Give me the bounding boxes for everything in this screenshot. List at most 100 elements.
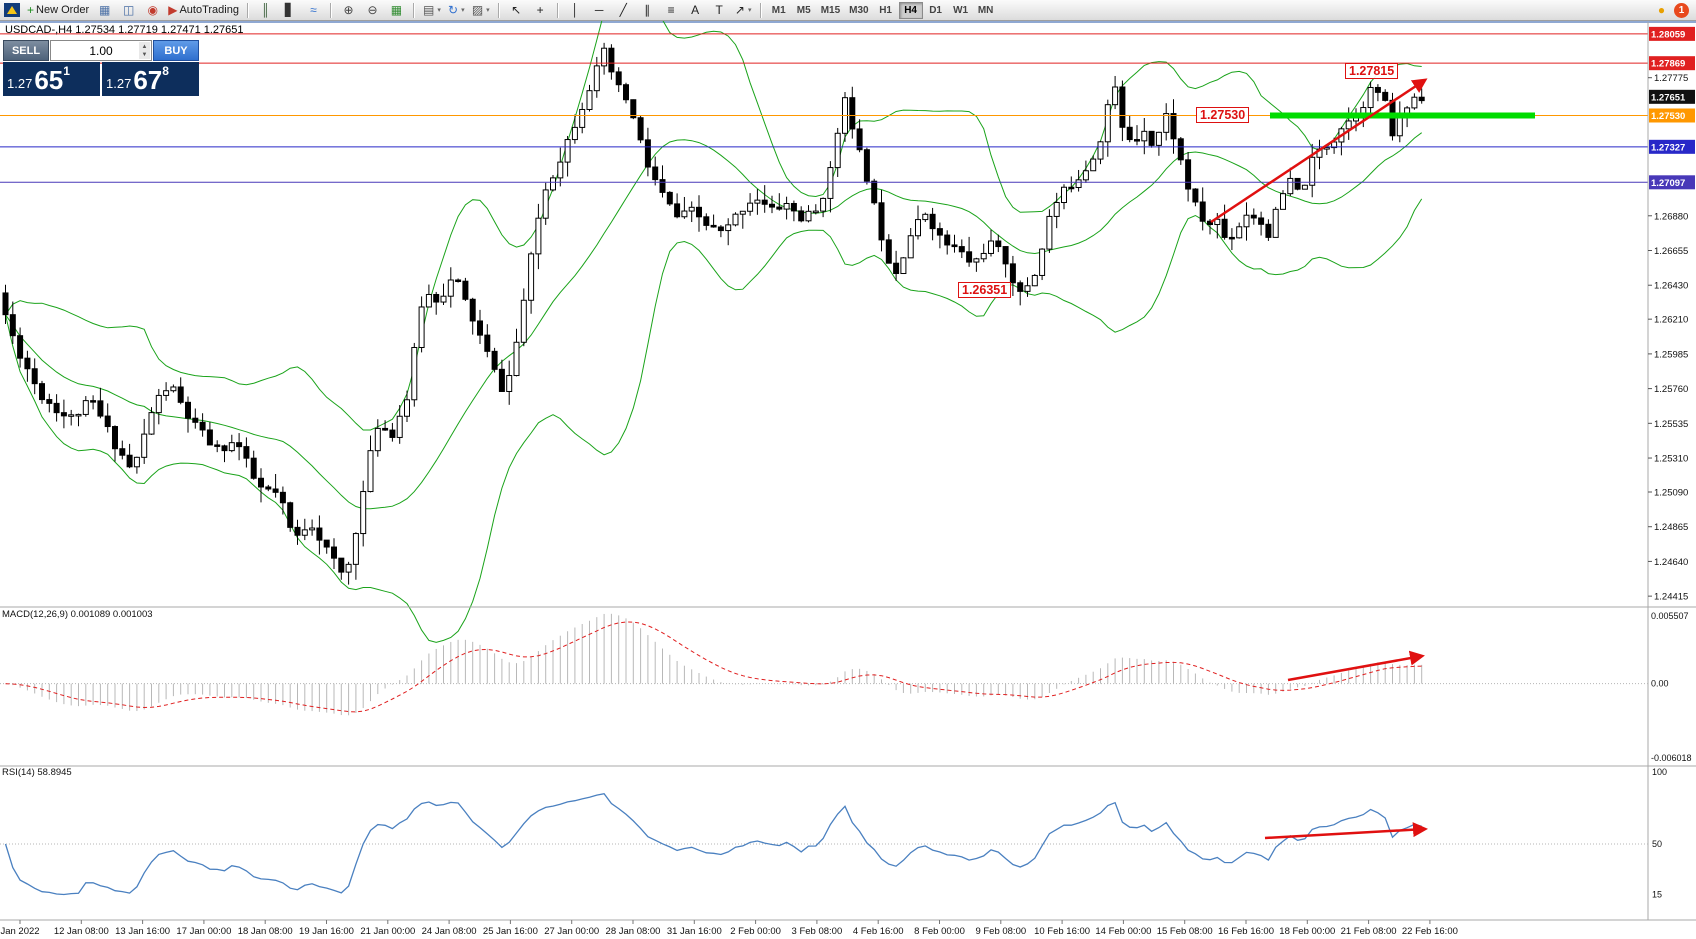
timeframe-m30[interactable]: M30: [845, 2, 872, 19]
svg-text:1.25985: 1.25985: [1654, 349, 1688, 360]
tile-windows-icon[interactable]: ▦: [385, 1, 408, 20]
ask-price-big: 67: [133, 65, 163, 95]
price-annotation-box[interactable]: 1.26351: [958, 282, 1012, 298]
new-chart-icon[interactable]: ▤ ▾: [420, 1, 444, 20]
svg-text:1.25535: 1.25535: [1654, 419, 1688, 430]
market-watch-icon[interactable]: ◫: [117, 1, 140, 20]
timeframe-m5[interactable]: M5: [792, 2, 816, 19]
autotrading-button-glyph: ▶: [168, 3, 178, 17]
bars-chart-icon-glyph: ║: [261, 3, 270, 17]
svg-text:1.26430: 1.26430: [1654, 281, 1688, 292]
timeframe-h1[interactable]: H1: [874, 2, 898, 19]
svg-text:0.00: 0.00: [1651, 679, 1669, 689]
timeframe-h4[interactable]: H4: [898, 1, 923, 19]
svg-text:13 Jan 16:00: 13 Jan 16:00: [115, 926, 170, 937]
spinner-up-icon[interactable]: ▲: [141, 43, 148, 50]
arrows-icon[interactable]: ↗ ▾: [732, 1, 755, 20]
bid-price-small: 1.27: [7, 76, 33, 91]
profiles-icon[interactable]: ↻ ▾: [445, 1, 468, 20]
chevron-down-icon: ▾: [486, 7, 490, 14]
svg-text:1.25310: 1.25310: [1654, 454, 1688, 465]
toolbar-separator: [497, 2, 500, 18]
svg-text:-0.006018: -0.006018: [1651, 753, 1692, 763]
bid-price-big: 65: [34, 65, 64, 95]
chart-windows-icon[interactable]: ▦: [93, 1, 116, 20]
svg-text:1.27775: 1.27775: [1654, 73, 1688, 84]
line-chart-icon[interactable]: ≈: [302, 1, 325, 20]
svg-text:1.27530: 1.27530: [1651, 111, 1685, 122]
toolbar-separator: [246, 2, 249, 18]
new-order-button[interactable]: + New Order: [24, 1, 92, 20]
text-icon[interactable]: A: [684, 1, 707, 20]
fibonacci-icon[interactable]: ≡: [660, 1, 683, 20]
autotrading-button[interactable]: ▶ AutoTrading: [165, 1, 242, 20]
timeframe-m15[interactable]: M15: [817, 2, 844, 19]
crosshair-icon[interactable]: +: [529, 1, 552, 20]
trendline-icon-glyph: ╱: [619, 3, 627, 17]
timeframe-m1[interactable]: M1: [767, 2, 791, 19]
arrows-icon-glyph: ↗: [734, 3, 745, 17]
price-scale[interactable]: 1.27775 1.26880 1.26655 1.26430 1.26210 1.259…: [1648, 26, 1695, 603]
notifications-badge[interactable]: 1: [1674, 2, 1689, 18]
timeframe-w1[interactable]: W1: [949, 2, 973, 19]
tile-windows-icon-glyph: ▦: [390, 3, 403, 17]
spinner-down-icon[interactable]: ▼: [141, 51, 148, 58]
autotrading-button-label: AutoTrading: [179, 4, 239, 16]
svg-text:16 Feb 16:00: 16 Feb 16:00: [1218, 926, 1274, 937]
timeframe-mn[interactable]: MN: [974, 2, 998, 19]
support-resistance-lines[interactable]: [0, 33, 1648, 183]
macd-panel: [0, 613, 1648, 716]
svg-text:9 Feb 08:00: 9 Feb 08:00: [975, 926, 1026, 937]
new-chart-icon-glyph: ▤: [422, 3, 435, 17]
cursor-icon[interactable]: ↖: [505, 1, 528, 20]
candlestick-chart-icon[interactable]: ▋: [278, 1, 301, 20]
templates-icon[interactable]: ▨ ▾: [469, 1, 493, 20]
candlestick-chart-icon-glyph: ▋: [284, 3, 295, 17]
vertical-line-icon[interactable]: │: [564, 1, 587, 20]
chevron-down-icon: ▾: [747, 7, 752, 14]
bid-price[interactable]: 1.27 65 1: [3, 62, 100, 96]
volume-spinner[interactable]: ▲ ▼: [139, 42, 150, 59]
svg-text:14 Feb 00:00: 14 Feb 00:00: [1095, 926, 1151, 937]
chevron-down-icon: ▾: [437, 7, 441, 14]
horizontal-line-icon-glyph: ─: [594, 3, 604, 17]
svg-text:21 Jan 00:00: 21 Jan 00:00: [360, 926, 415, 937]
time-axis[interactable]: Jan 2022 12 Jan 08:00 13 Jan 16:00 17 Jan 0…: [0, 920, 1458, 937]
svg-text:1.27869: 1.27869: [1651, 59, 1685, 70]
buy-button[interactable]: BUY: [153, 40, 199, 61]
toolbar-separator: [556, 2, 559, 18]
price-annotation-box[interactable]: 1.27530: [1196, 107, 1250, 123]
volume-field[interactable]: 1.00 ▲ ▼: [50, 40, 152, 61]
toolbar-separator: [329, 2, 332, 18]
trend-arrows[interactable]: [1210, 78, 1428, 840]
zoom-in-icon[interactable]: ⊕: [337, 1, 360, 20]
chart-symbol-ohlc: USDCAD-,H4 1.27534 1.27719 1.27471 1.276…: [5, 24, 244, 36]
trendline-icon[interactable]: ╱: [612, 1, 635, 20]
market-watch-icon-glyph: ◫: [123, 3, 135, 17]
channel-icon[interactable]: ∥: [636, 1, 659, 20]
macd-indicator-label: MACD(12,26,9) 0.001089 0.001003: [2, 609, 153, 620]
zoom-out-icon[interactable]: ⊖: [361, 1, 384, 20]
svg-text:31 Jan 16:00: 31 Jan 16:00: [667, 926, 722, 937]
toolbar: + New Order ▦ ◫ ◉ ▶ AutoTrading ║ ▋ ≈ ⊕ ⊖ ▦ ▤ ▾ ↻ ▾ ▨ ▾ ↖ + │…: [0, 0, 1696, 21]
svg-text:1.26655: 1.26655: [1654, 246, 1688, 257]
text-label-icon[interactable]: T: [708, 1, 731, 20]
ask-price[interactable]: 1.27 67 8: [102, 62, 199, 96]
svg-text:1.25760: 1.25760: [1654, 384, 1688, 395]
svg-text:21 Feb 08:00: 21 Feb 08:00: [1341, 926, 1397, 937]
sell-button[interactable]: SELL: [3, 40, 49, 61]
timeframe-d1[interactable]: D1: [924, 2, 948, 19]
zoom-out-icon-glyph: ⊖: [367, 3, 378, 17]
alerts-icon[interactable]: ◉: [141, 1, 164, 20]
svg-text:100: 100: [1652, 767, 1667, 777]
horizontal-line-icon[interactable]: ─: [588, 1, 611, 20]
ideas-icon[interactable]: ●: [1650, 1, 1673, 20]
app-logo-icon[interactable]: [4, 3, 20, 17]
ask-price-sup: 8: [162, 64, 169, 78]
svg-text:1.26880: 1.26880: [1654, 211, 1688, 222]
bars-chart-icon[interactable]: ║: [254, 1, 277, 20]
price-annotation-box[interactable]: 1.27815: [1345, 63, 1399, 79]
svg-text:1.24865: 1.24865: [1654, 522, 1688, 533]
svg-text:15: 15: [1652, 889, 1662, 899]
